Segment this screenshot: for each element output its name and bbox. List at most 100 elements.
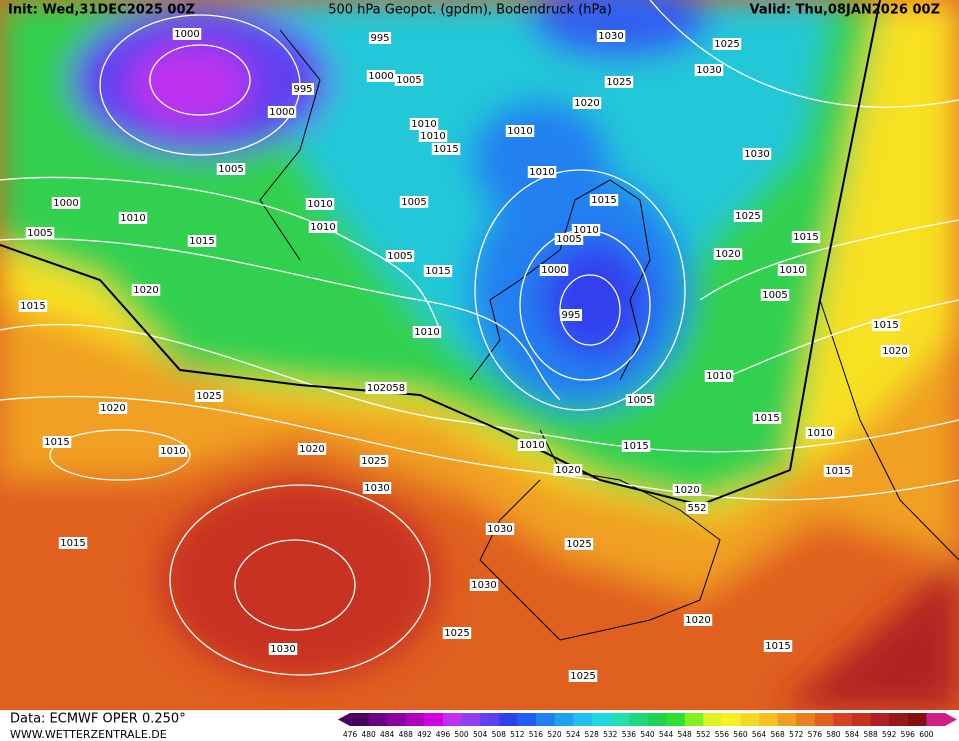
init-time: Init: Wed,31DEC2025 00Z: [8, 3, 195, 18]
label-bg: [442, 627, 472, 639]
isobar-value: 1005: [627, 395, 652, 406]
isobar-value: 1010: [706, 371, 731, 382]
label-bg: [368, 32, 392, 44]
isobar-value: 1025: [735, 211, 760, 222]
isobar-value: 1005: [218, 164, 243, 175]
legend-label: 496: [436, 730, 451, 739]
legend-swatch: [628, 713, 648, 726]
isobar-value: 1020: [133, 285, 158, 296]
legend-arrow-right: [945, 713, 957, 726]
isobar-label: 1000: [267, 106, 297, 118]
label-bg: [589, 194, 619, 206]
label-bg: [554, 233, 584, 245]
isobar-label: 1005: [216, 163, 246, 175]
label-bg: [423, 265, 453, 277]
isobar-label: 1015: [621, 440, 651, 452]
isobar-label: 1025: [194, 390, 224, 402]
isobar-value: 1025: [444, 628, 469, 639]
isobar-label: 1020: [131, 284, 161, 296]
isobar-label: 1010: [527, 166, 557, 178]
label-bg: [625, 394, 655, 406]
isobar-label: 1005: [385, 250, 415, 262]
isobar-value: 1000: [368, 71, 393, 82]
label-bg: [823, 465, 853, 477]
isobar-value: 1010: [507, 126, 532, 137]
legend-label: 552: [696, 730, 711, 739]
isobar-value: 1005: [27, 228, 52, 239]
label-bg: [18, 300, 48, 312]
isobar-value: 1025: [606, 77, 631, 88]
legend-swatch: [721, 713, 741, 726]
isobar-label: 1000: [539, 264, 569, 276]
legend-swatch: [424, 713, 444, 726]
isobar-value: 1025: [361, 456, 386, 467]
isobar-label: 995: [291, 83, 315, 95]
legend-swatch: [814, 713, 834, 726]
label-bg: [672, 484, 702, 496]
label-bg: [158, 445, 188, 457]
label-bg: [880, 345, 910, 357]
isobar-label: 1020: [713, 248, 743, 260]
isobar-value: 1015: [765, 641, 790, 652]
label-bg: [359, 455, 389, 467]
isobar-label: 1020: [297, 443, 327, 455]
legend-label: 480: [361, 730, 376, 739]
isobar-label: 1030: [485, 523, 515, 535]
label-bg: [394, 74, 424, 86]
label-bg: [194, 390, 224, 402]
isobar-label: 1015: [763, 640, 793, 652]
legend-swatch: [405, 713, 425, 726]
label-bg: [683, 614, 713, 626]
legend-swatch: [480, 713, 500, 726]
isobar-label: 1025: [359, 455, 389, 467]
legend-label: 512: [510, 730, 525, 739]
isobar-label: 1010: [409, 118, 439, 130]
legend-swatch: [852, 713, 872, 726]
isobar-value: 1010: [529, 167, 554, 178]
label-bg: [777, 264, 807, 276]
legend-swatch: [684, 713, 704, 726]
label-bg: [805, 427, 835, 439]
label-bg: [760, 289, 790, 301]
label-bg: [568, 670, 598, 682]
isobar-value: 1015: [591, 195, 616, 206]
legend-swatch: [498, 713, 518, 726]
label-bg: [98, 402, 128, 414]
isobar-label: 1005: [25, 227, 55, 239]
isobar-label: 1010: [505, 125, 535, 137]
label-bg: [366, 70, 396, 82]
label-bg: [118, 212, 148, 224]
isobar-value: 1030: [744, 149, 769, 160]
isobar-label: 1015: [752, 412, 782, 424]
label-bg: [268, 643, 298, 655]
label-bg: [596, 30, 626, 42]
legend-swatch: [926, 713, 946, 726]
legend-swatch: [647, 713, 667, 726]
isobar-value: 1010: [307, 199, 332, 210]
label-bg: [51, 197, 81, 209]
label-bg: [572, 97, 602, 109]
label-bg: [791, 231, 821, 243]
label-bg: [704, 370, 734, 382]
isobar-label: 1015: [187, 235, 217, 247]
isobar-label: 1020: [572, 97, 602, 109]
isobar-label: 1000: [172, 28, 202, 40]
isobar-value: 1025: [570, 671, 595, 682]
isobar-label: 1020: [672, 484, 702, 496]
legend-swatch: [387, 713, 407, 726]
label-bg: [187, 235, 217, 247]
isobar-value: 1010: [414, 327, 439, 338]
legend-swatch: [461, 713, 481, 726]
isobar-value: 1020: [100, 403, 125, 414]
legend-label: 596: [901, 730, 916, 739]
legend-label: 516: [529, 730, 544, 739]
isobar-label: 1030: [268, 643, 298, 655]
isobar-value: 1015: [754, 413, 779, 424]
isobar-label: 1020: [683, 614, 713, 626]
isobar-label: 1005: [394, 74, 424, 86]
legend-label: 580: [826, 730, 841, 739]
isobar-value: 1005: [762, 290, 787, 301]
isobar-label: 1000: [51, 197, 81, 209]
legend-label: 536: [622, 730, 637, 739]
